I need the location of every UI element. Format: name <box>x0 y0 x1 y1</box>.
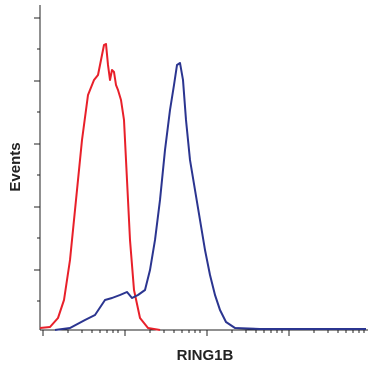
axes <box>34 5 368 336</box>
series-line <box>54 62 366 331</box>
series-line <box>39 43 161 331</box>
x-ticks <box>42 330 365 336</box>
y-axis-label: Events <box>7 142 24 191</box>
y-ticks <box>34 17 40 302</box>
x-axis-label: RING1B <box>177 347 234 364</box>
